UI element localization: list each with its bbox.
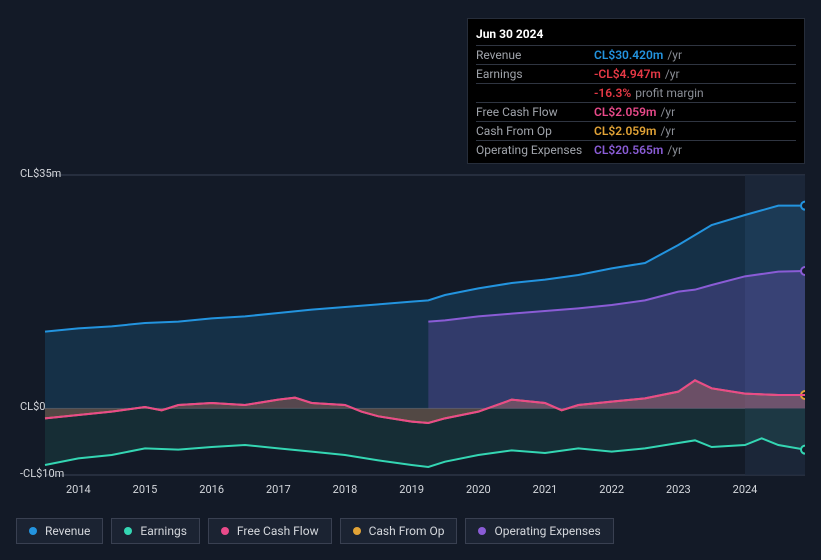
legend: Revenue Earnings Free Cash Flow Cash From O… <box>16 518 614 544</box>
x-tick-label: 2019 <box>399 483 424 496</box>
legend-item[interactable]: Revenue <box>16 518 103 544</box>
x-tick-label: 2020 <box>466 483 491 496</box>
legend-label: Earnings <box>140 524 187 538</box>
tooltip-row-value: CL$2.059m <box>594 105 656 119</box>
legend-swatch <box>29 527 37 535</box>
tooltip-row: Earnings-CL$4.947m/yr <box>476 64 796 83</box>
tooltip-row-label: Cash From Op <box>476 124 594 138</box>
legend-label: Revenue <box>45 524 90 538</box>
tooltip-row-unit: /yr <box>665 67 680 81</box>
x-tick-label: 2017 <box>266 483 291 496</box>
tooltip-row-label: Free Cash Flow <box>476 105 594 119</box>
tooltip-row-value: CL$20.565m <box>594 143 663 157</box>
tooltip-row-unit: /yr <box>667 48 682 62</box>
tooltip-rows: RevenueCL$30.420m/yrEarnings-CL$4.947m/y… <box>476 45 796 159</box>
legend-swatch <box>478 527 486 535</box>
tooltip-row-unit: /yr <box>660 124 675 138</box>
legend-label: Cash From Op <box>369 524 445 538</box>
tooltip-row-value: -CL$4.947m <box>594 67 661 81</box>
x-tick-label: 2016 <box>199 483 224 496</box>
tooltip-row: Cash From OpCL$2.059m/yr <box>476 121 796 140</box>
tooltip-subrow: -16.3% profit margin <box>476 83 796 102</box>
tooltip-row: Operating ExpensesCL$20.565m/yr <box>476 140 796 159</box>
legend-item[interactable]: Free Cash Flow <box>208 518 332 544</box>
chart-area[interactable] <box>16 160 805 480</box>
x-tick-label: 2014 <box>66 483 91 496</box>
tooltip-row-value: CL$30.420m <box>594 48 663 62</box>
x-tick-label: 2018 <box>333 483 358 496</box>
tooltip-row-unit: /yr <box>667 143 682 157</box>
legend-label: Operating Expenses <box>494 524 600 538</box>
y-tick-label: CL$35m <box>20 167 61 180</box>
tooltip-sub-value: -16.3% <box>594 86 631 100</box>
tooltip-date: Jun 30 2024 <box>476 23 796 45</box>
tooltip-row-label: Earnings <box>476 67 594 81</box>
x-tick-label: 2023 <box>666 483 691 496</box>
x-tick-label: 2024 <box>733 483 758 496</box>
tooltip-sub-suffix: profit margin <box>635 86 703 100</box>
x-tick-label: 2015 <box>133 483 158 496</box>
legend-swatch <box>221 527 229 535</box>
legend-swatch <box>353 527 361 535</box>
legend-swatch <box>124 527 132 535</box>
chart-svg <box>16 160 805 495</box>
legend-item[interactable]: Earnings <box>111 518 200 544</box>
tooltip-row: Free Cash FlowCL$2.059m/yr <box>476 102 796 121</box>
tooltip-row-value: CL$2.059m <box>594 124 656 138</box>
y-tick-label: -CL$10m <box>20 467 64 480</box>
legend-item[interactable]: Cash From Op <box>340 518 458 544</box>
tooltip-row-label: Revenue <box>476 48 594 62</box>
y-tick-label: CL$0 <box>20 400 45 413</box>
legend-label: Free Cash Flow <box>237 524 319 538</box>
tooltip-row: RevenueCL$30.420m/yr <box>476 45 796 64</box>
x-tick-label: 2021 <box>533 483 558 496</box>
tooltip: Jun 30 2024 RevenueCL$30.420m/yrEarnings… <box>467 18 805 164</box>
x-tick-label: 2022 <box>599 483 624 496</box>
tooltip-row-unit: /yr <box>660 105 675 119</box>
legend-item[interactable]: Operating Expenses <box>465 518 613 544</box>
tooltip-row-label: Operating Expenses <box>476 143 594 157</box>
